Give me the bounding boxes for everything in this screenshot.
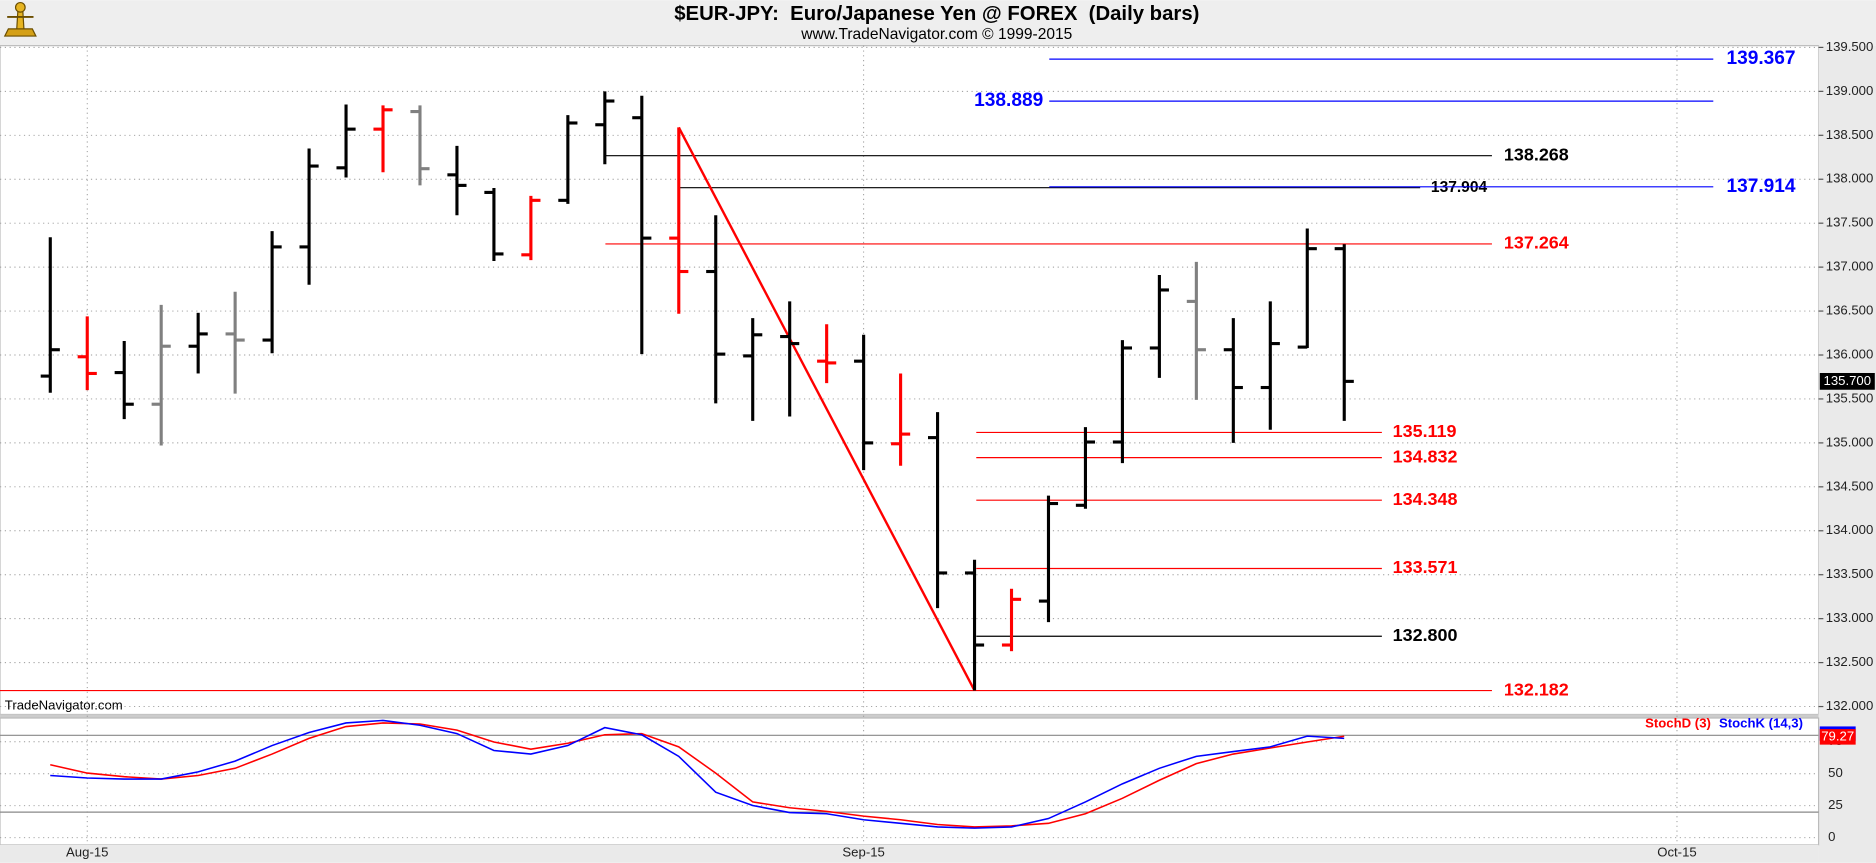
y-tick-label: 139.500 (1826, 39, 1874, 54)
stoch-line (50, 719, 1345, 829)
y-tick-label: 133.000 (1826, 610, 1874, 625)
last-value-box (1819, 729, 1856, 745)
y-tick-label: 135.000 (1826, 434, 1874, 449)
chart-subtitle: www.TradeNavigator.com © 1999-2015 (800, 26, 1072, 43)
last-price-box (1819, 372, 1875, 390)
x-axis-background (0, 844, 1819, 863)
level-label: 134.832 (1393, 446, 1458, 466)
level-label: 138.268 (1504, 144, 1569, 164)
y-tick-label: 0 (1828, 829, 1835, 844)
y-tick-label: 136.000 (1826, 346, 1874, 361)
level-label: 134.348 (1393, 489, 1458, 509)
watermark: TradeNavigator.com (5, 698, 123, 713)
level-label: 133.571 (1393, 557, 1458, 577)
level-label: 137.914 (1726, 176, 1795, 197)
level-label: 132.182 (1504, 679, 1569, 699)
y-tick-label: 138.500 (1826, 127, 1874, 142)
y-tick-label: 50 (1828, 765, 1843, 780)
logo (3, 1, 37, 37)
x-tick-label: Aug-15 (66, 845, 108, 860)
level-label: 135.119 (1393, 421, 1457, 441)
level-label: 137.264 (1504, 233, 1569, 253)
y-tick-label: 139.000 (1826, 83, 1874, 98)
x-tick-label: Sep-15 (842, 845, 884, 860)
stoch-line (50, 722, 1345, 828)
y-tick-label: 138.000 (1826, 171, 1874, 186)
y-tick-label: 135.500 (1826, 390, 1874, 405)
last-value-label: 79.27 (1821, 728, 1854, 743)
level-label: 138.889 (974, 90, 1043, 111)
y-tick-label: 134.000 (1826, 522, 1874, 537)
y-tick-label: 132.500 (1826, 654, 1874, 669)
level-label: 139.367 (1726, 48, 1795, 69)
y-tick-label: 137.500 (1826, 215, 1874, 230)
header-background (0, 0, 1876, 46)
y-tick-label: 132.000 (1826, 698, 1874, 713)
price-panel (0, 45, 1820, 716)
last-price-label: 135.700 (1824, 373, 1872, 388)
y-tick-label: 25 (1828, 797, 1843, 812)
trendline (677, 126, 976, 692)
chart-title: $EUR-JPY: Euro/Japanese Yen @ FOREX (Dai… (674, 3, 1199, 25)
y-tick-label: 133.500 (1826, 566, 1874, 581)
level-label: 132.800 (1393, 625, 1458, 645)
legend-entry: StochD (3) (1645, 715, 1711, 730)
y-tick-label: 136.500 (1826, 303, 1874, 318)
y-tick-label: 137.000 (1826, 259, 1874, 274)
stoch-panel (0, 717, 1820, 846)
x-tick-label: Oct-15 (1657, 845, 1696, 860)
legend-entry: StochK (14,3) (1719, 715, 1803, 730)
panel-separator (0, 714, 1819, 719)
y-tick-label: 134.500 (1826, 478, 1874, 493)
